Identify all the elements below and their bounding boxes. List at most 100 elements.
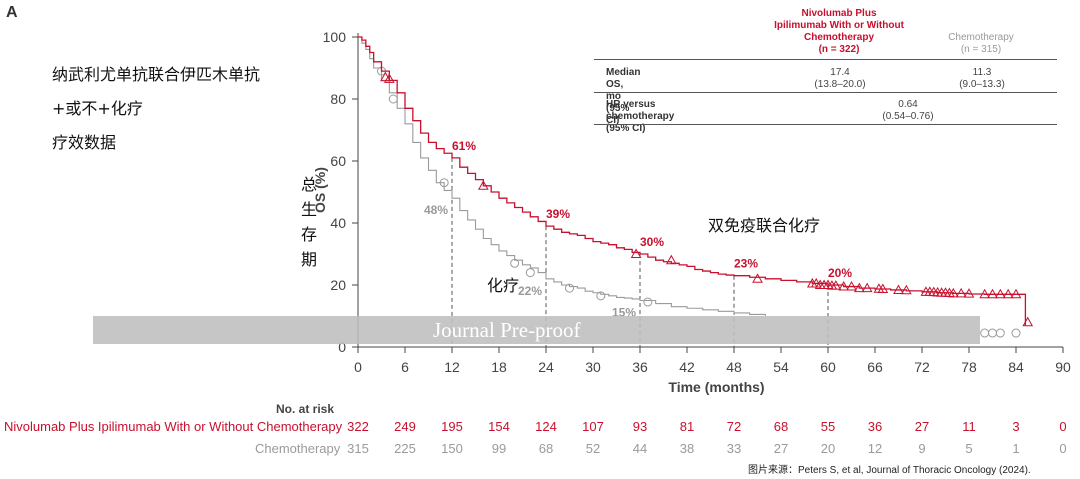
y-tick-label: 100 [323,29,347,45]
header-combo-line-1: Nivolumab Plus [801,8,877,19]
x-tick-label: 60 [820,359,836,375]
censor-mark-combo [979,288,991,299]
row-hr-label: HR versus chemotherapy (95% CI) [606,99,674,135]
at-risk-combo-value: 195 [441,419,463,434]
y-tick-label: 60 [330,153,346,169]
y-tick-label: 80 [330,91,346,107]
at-risk-chemo-value: 12 [867,441,883,456]
hr-value: 0.64 [898,99,918,110]
censor-mark-combo [665,254,677,265]
at-risk-combo-value: 322 [347,419,369,434]
header-chemo-line-2: (n = 315) [960,44,1002,55]
x-tick-label: 66 [867,359,883,375]
milestone-label-chemo: 48% [424,203,448,217]
header-combo-line-2: Ipilimumab With or Without [774,20,904,31]
censor-mark-combo [1010,288,1022,299]
cn-title-line-2: +或不+化疗 [52,99,143,118]
at-risk-combo-value: 72 [726,419,742,434]
row-median-label-1: Median OS, mo [606,67,641,102]
censor-mark-combo [955,287,967,298]
censor-mark-combo [963,288,975,298]
milestone-label-combo: 20% [828,266,852,280]
censor-mark-combo [630,248,642,258]
at-risk-chemo-value: 27 [773,441,789,456]
at-risk-chemo-value: 315 [347,441,369,456]
annotation-combo: 双免疫联合化疗 [708,216,821,235]
x-tick-label: 48 [726,359,742,375]
censor-mark-chemo [510,258,520,268]
at-risk-combo-value: 93 [632,419,648,434]
at-risk-chemo-value: 9 [918,441,926,456]
censor-mark-combo [1002,288,1014,299]
censor-mark-combo [947,287,959,298]
censor-mark-combo [900,284,912,295]
median-combo-ci: (13.8–20.0) [814,79,866,90]
censor-mark-combo [853,282,865,293]
at-risk-combo-value: 249 [394,419,416,434]
table-header-combo: Nivolumab Plus Ipilimumab With or Withou… [754,8,924,56]
x-tick-label: 6 [401,359,409,375]
table-rule-bottom [594,124,1057,125]
header-combo-line-4: (n = 322) [818,44,860,55]
y-tick-label: 0 [338,339,346,355]
median-combo-value: 17.4 [830,67,850,78]
at-risk-chemo-value: 52 [585,441,601,456]
at-risk-chemo-value: 20 [820,441,836,456]
at-risk-chemo-value: 68 [538,441,554,456]
cn-y-char-4: 期 [300,250,317,269]
milestone-label-combo: 39% [546,207,570,221]
row-hr-label-1: HR versus chemotherapy [606,99,675,122]
at-risk-combo-value: 36 [867,419,883,434]
at-risk-chemo-value: 225 [394,441,416,456]
at-risk-chemo-value: 1 [1012,441,1020,456]
censor-mark-combo [987,288,998,299]
censor-mark-chemo [596,291,606,301]
at-risk-combo-value: 107 [582,419,604,434]
censor-mark-combo [380,71,391,82]
at-risk-chemo-value: 44 [632,441,648,456]
table-rule-mid [594,92,1057,93]
at-risk-combo-value: 68 [773,419,789,434]
censor-mark-chemo [643,297,653,307]
source-credit: 图片来源：Peters S, et al, Journal of Thoraci… [748,465,1031,476]
censor-mark-chemo [565,283,574,293]
milestone-label-combo: 23% [734,257,758,271]
x-tick-label: 54 [773,359,789,375]
cn-y-char-3: 存 [300,225,317,244]
table-rule-top [594,59,1057,60]
censor-mark-combo [752,273,763,283]
x-tick-label: 36 [632,359,648,375]
x-tick-label: 72 [914,359,930,375]
watermark: Journal Pre-proof [93,316,980,344]
at-risk-combo-label: Nivolumab Plus Ipilimumab With or Withou… [4,419,343,434]
x-tick-label: 0 [354,359,362,375]
censor-mark-chemo [980,328,990,338]
at-risk-combo-value: 0 [1059,419,1067,434]
censor-mark-chemo [388,94,398,104]
at-risk-chemo-value: 38 [679,441,695,456]
x-tick-label: 18 [491,359,507,375]
cn-y-label: 总 生 存 期 [299,172,319,272]
censor-mark-combo [861,282,873,293]
x-axis-label: Time (months) [668,379,764,395]
x-tick-label: 84 [1008,359,1024,375]
header-chemo-line-1: Chemotherapy [948,32,1014,43]
row-hr-value: 0.64 (0.54–0.76) [848,99,968,123]
cn-title-line-1: 纳武利尤单抗联合伊匹木单抗 [52,65,261,84]
table-header-chemo: Chemotherapy (n = 315) [925,32,1037,56]
at-risk-chemo-value: 99 [491,441,507,456]
x-tick-label: 12 [444,359,460,375]
x-tick-label: 42 [679,359,695,375]
at-risk-chemo-label: Chemotherapy [255,441,341,456]
at-risk-title: No. at risk [276,402,335,416]
censor-mark-combo [1022,316,1034,327]
row-median-label-2: (95% CI) [606,103,630,126]
at-risk-combo-value: 3 [1012,419,1020,434]
at-risk-chemo-value: 5 [965,441,973,456]
header-combo-line-3: Chemotherapy [803,32,874,43]
row-hr-label-2: (95% CI) [606,123,646,134]
x-tick-label: 78 [961,359,977,375]
milestone-label-combo: 61% [452,139,476,153]
row-median-chemo: 11.3 (9.0–13.3) [922,67,1042,91]
